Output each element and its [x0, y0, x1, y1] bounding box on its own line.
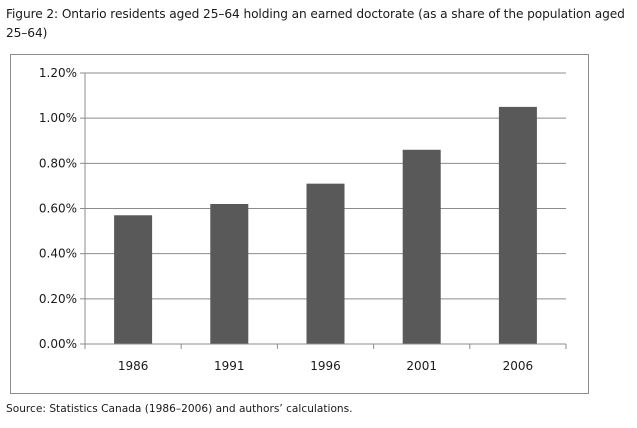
x-tick-label: 1986	[118, 359, 149, 373]
source-note: Source: Statistics Canada (1986–2006) an…	[6, 403, 353, 415]
y-tick-label: 0.00%	[39, 337, 77, 351]
x-tick-label: 1996	[310, 359, 341, 373]
figure-title: Figure 2: Ontario residents aged 25–64 h…	[6, 7, 625, 40]
y-tick-label: 1.20%	[39, 66, 77, 80]
bar-1991	[210, 203, 249, 344]
axes	[84, 73, 567, 349]
x-tick-label: 1991	[214, 359, 245, 373]
x-axis-ticks: 1986 1991 1996 2001 2006	[118, 359, 533, 373]
y-axis-ticks: 0.00% 0.20% 0.40% 0.60% 0.80% 1.00% 1.20%	[39, 66, 85, 351]
bars	[114, 106, 537, 344]
y-tick-label: 0.40%	[39, 247, 77, 261]
y-tick-label: 0.60%	[39, 202, 77, 216]
y-tick-label: 1.00%	[39, 111, 77, 125]
bar-1996	[306, 183, 345, 344]
y-tick-label: 0.20%	[39, 292, 77, 306]
x-tick-label: 2001	[406, 359, 437, 373]
bar-2001	[402, 149, 441, 344]
bar-chart: 0.00% 0.20% 0.40% 0.60% 0.80% 1.00% 1.20% 1986…	[39, 66, 567, 373]
y-tick-label: 0.80%	[39, 156, 77, 170]
bar-1986	[114, 215, 153, 344]
x-tick-label: 2006	[503, 359, 534, 373]
chart-frame: 0.00% 0.20% 0.40% 0.60% 0.80% 1.00% 1.20% 1986…	[10, 54, 589, 394]
bar-2006	[498, 106, 537, 344]
